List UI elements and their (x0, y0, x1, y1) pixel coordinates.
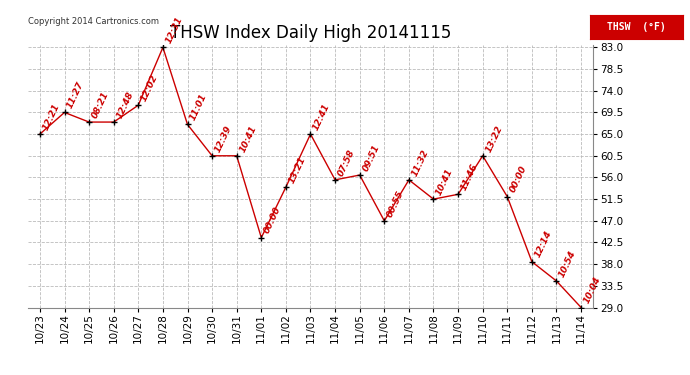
Text: 00:00: 00:00 (509, 165, 529, 194)
Text: 11:46: 11:46 (460, 162, 480, 192)
Text: Copyright 2014 Cartronics.com: Copyright 2014 Cartronics.com (28, 17, 159, 26)
Text: 09:51: 09:51 (361, 143, 381, 172)
Text: 12:14: 12:14 (533, 230, 553, 260)
Text: 08:21: 08:21 (90, 90, 110, 120)
Title: THSW Index Daily High 20141115: THSW Index Daily High 20141115 (170, 24, 451, 42)
Text: 07:58: 07:58 (336, 148, 357, 177)
Text: 12:02: 12:02 (139, 73, 160, 103)
Text: 13:22: 13:22 (484, 124, 504, 153)
Text: 00:00: 00:00 (262, 206, 283, 235)
Text: 10:41: 10:41 (238, 124, 258, 153)
Text: 11:32: 11:32 (410, 148, 431, 177)
Text: 10:04: 10:04 (582, 275, 602, 305)
Text: 12:21: 12:21 (41, 102, 61, 132)
Text: 11:01: 11:01 (189, 92, 209, 122)
Text: 11:27: 11:27 (66, 80, 86, 110)
Text: 12:41: 12:41 (312, 102, 332, 132)
Text: 13:21: 13:21 (287, 155, 307, 184)
Text: 12:48: 12:48 (115, 90, 135, 120)
Text: 12:39: 12:39 (213, 124, 234, 153)
Text: 10:54: 10:54 (558, 249, 578, 279)
Text: 10:41: 10:41 (435, 167, 455, 197)
Text: 00:55: 00:55 (386, 189, 406, 218)
Text: THSW  (°F): THSW (°F) (607, 22, 666, 32)
Text: 12:31: 12:31 (164, 15, 184, 45)
